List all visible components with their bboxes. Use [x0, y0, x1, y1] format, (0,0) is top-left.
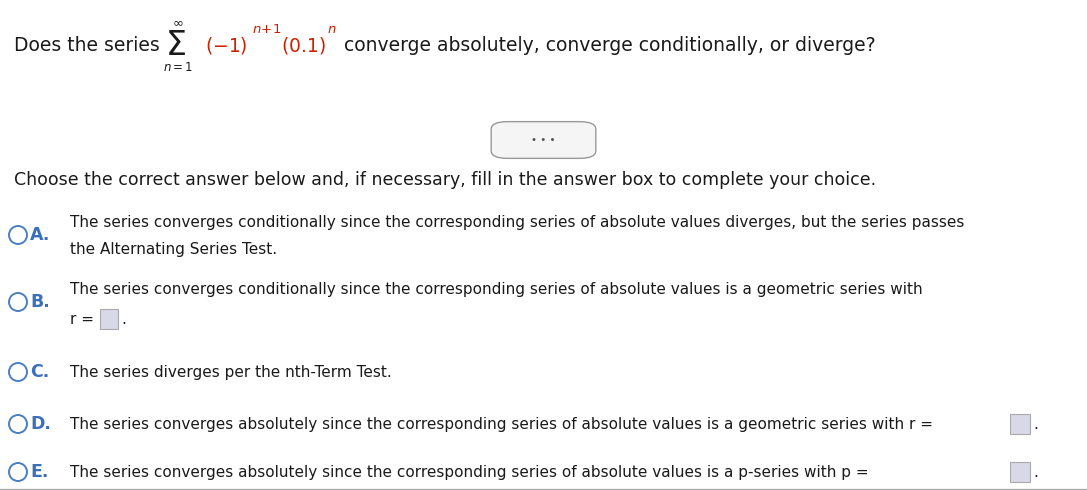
- Text: $n=1$: $n=1$: [163, 60, 193, 74]
- Text: $(-1)$: $(-1)$: [205, 34, 248, 55]
- Text: .: .: [1033, 465, 1038, 480]
- Ellipse shape: [9, 463, 27, 481]
- Text: B.: B.: [30, 293, 50, 311]
- Text: A.: A.: [30, 226, 50, 244]
- Text: E.: E.: [30, 463, 49, 481]
- Text: r =: r =: [70, 312, 99, 326]
- Text: The series converges conditionally since the corresponding series of absolute va: The series converges conditionally since…: [70, 215, 964, 229]
- Ellipse shape: [9, 293, 27, 311]
- Text: Does the series: Does the series: [14, 35, 160, 54]
- Text: converge absolutely, converge conditionally, or diverge?: converge absolutely, converge conditiona…: [338, 35, 876, 54]
- Text: $n\!+\!1$: $n\!+\!1$: [252, 23, 282, 35]
- Text: D.: D.: [30, 415, 51, 433]
- Text: $\Sigma$: $\Sigma$: [165, 28, 186, 62]
- Text: $\infty$: $\infty$: [172, 17, 184, 29]
- Text: .: .: [1033, 416, 1038, 432]
- Text: Choose the correct answer below and, if necessary, fill in the answer box to com: Choose the correct answer below and, if …: [14, 171, 876, 189]
- Text: The series converges absolutely since the corresponding series of absolute value: The series converges absolutely since th…: [70, 416, 933, 432]
- FancyBboxPatch shape: [491, 122, 596, 158]
- Text: • • •: • • •: [532, 135, 555, 145]
- Ellipse shape: [9, 415, 27, 433]
- Text: C.: C.: [30, 363, 49, 381]
- FancyBboxPatch shape: [1010, 414, 1030, 434]
- Text: $n$: $n$: [327, 23, 337, 35]
- FancyBboxPatch shape: [1010, 462, 1030, 482]
- Ellipse shape: [9, 226, 27, 244]
- Text: The series converges conditionally since the corresponding series of absolute va: The series converges conditionally since…: [70, 281, 923, 296]
- FancyBboxPatch shape: [100, 309, 118, 329]
- Text: .: .: [121, 312, 126, 326]
- Text: The series diverges per the nth-Term Test.: The series diverges per the nth-Term Tes…: [70, 365, 391, 379]
- Ellipse shape: [9, 363, 27, 381]
- Text: The series converges absolutely since the corresponding series of absolute value: The series converges absolutely since th…: [70, 465, 869, 480]
- Text: $(0.1)$: $(0.1)$: [282, 34, 326, 55]
- Text: the Alternating Series Test.: the Alternating Series Test.: [70, 242, 277, 256]
